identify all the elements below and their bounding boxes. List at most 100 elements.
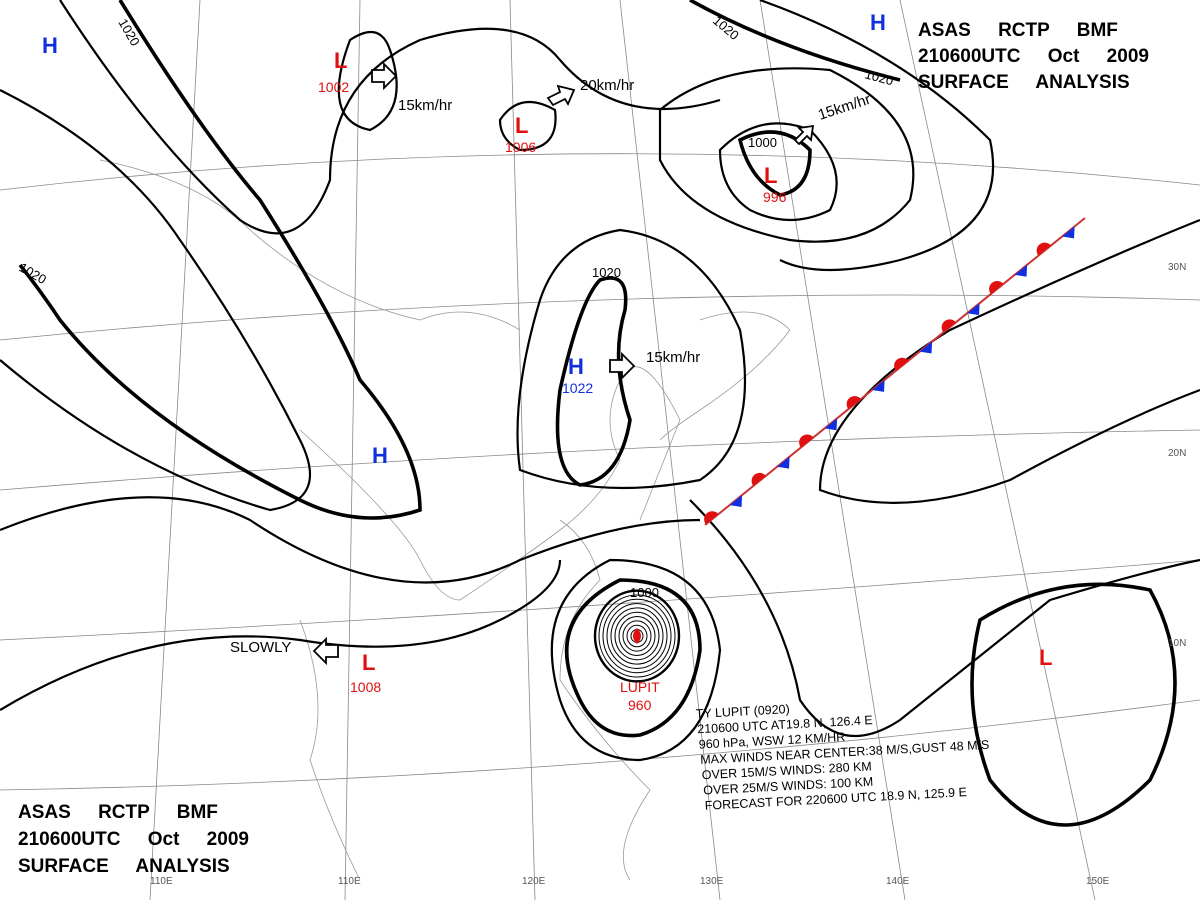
graticule-line bbox=[619, 0, 721, 900]
isobar-label: 1020 bbox=[592, 265, 621, 280]
motion-arrow bbox=[793, 124, 815, 146]
high-center: H bbox=[870, 10, 886, 35]
motion-label: 20km/hr bbox=[580, 77, 634, 94]
low-pressure: 1006 bbox=[505, 139, 536, 155]
graticule-line bbox=[344, 0, 361, 900]
high-center: H bbox=[372, 443, 388, 468]
typhoon-isobar bbox=[606, 603, 668, 669]
high-pressure: 1022 bbox=[562, 380, 593, 396]
isobar-label: 1000 bbox=[630, 585, 659, 600]
typhoon-isobar bbox=[622, 620, 652, 652]
warm-front-symbol bbox=[989, 280, 1004, 295]
coastline bbox=[299, 619, 361, 881]
warm-front-symbol bbox=[846, 396, 861, 410]
high-center: H bbox=[42, 33, 58, 58]
isobar bbox=[550, 558, 722, 762]
typhoon-symbol bbox=[633, 628, 641, 644]
longitude-label: 110E bbox=[338, 876, 361, 887]
warm-front-symbol bbox=[704, 511, 719, 525]
latitude-label: 10N bbox=[1168, 638, 1186, 649]
warm-front-symbol bbox=[751, 472, 766, 486]
isobar bbox=[0, 89, 312, 512]
typhoon-isobar bbox=[593, 589, 681, 683]
cold-front-symbol bbox=[967, 303, 980, 316]
typhoon-isobar bbox=[602, 598, 672, 674]
cold-front-symbol bbox=[919, 341, 933, 354]
graticule-line bbox=[0, 559, 1200, 641]
isobar bbox=[0, 496, 701, 584]
low-center: L bbox=[1039, 645, 1052, 670]
isobars bbox=[0, 0, 1200, 827]
cold-front-symbol bbox=[729, 495, 743, 508]
isobar bbox=[498, 100, 557, 152]
isobar bbox=[737, 130, 812, 197]
isobar bbox=[970, 582, 1177, 827]
isobar bbox=[564, 578, 702, 738]
coastline bbox=[659, 311, 791, 441]
graticule-line bbox=[899, 0, 1096, 900]
warm-front-symbol bbox=[1036, 242, 1051, 256]
low-center: L bbox=[362, 650, 375, 675]
low-center: L bbox=[334, 48, 347, 73]
typhoon-isobar bbox=[618, 616, 656, 656]
typhoon-isobar bbox=[598, 594, 676, 678]
graticule-line bbox=[759, 0, 906, 900]
latitude-label: 20N bbox=[1168, 448, 1186, 459]
cold-front-symbol bbox=[872, 379, 885, 392]
cold-front-symbol bbox=[1014, 264, 1028, 277]
motion-arrow bbox=[546, 84, 576, 107]
latitude-label: 30N bbox=[1168, 262, 1186, 273]
graticule-line bbox=[0, 699, 1200, 791]
header-line: 210600UTC Oct 2009 bbox=[18, 829, 249, 850]
typhoon-isobar bbox=[614, 611, 660, 661]
typhoon-name: LUPIT bbox=[620, 679, 660, 695]
isobar bbox=[718, 122, 838, 222]
isobar bbox=[658, 67, 915, 243]
isobar bbox=[337, 30, 398, 132]
header-line: 210600UTC Oct 2009 bbox=[918, 46, 1149, 67]
isobar bbox=[0, 559, 562, 711]
low-pressure: 1008 bbox=[350, 679, 381, 695]
graticule-line bbox=[509, 0, 536, 900]
isobar bbox=[759, 0, 995, 272]
low-pressure: 996 bbox=[763, 189, 787, 205]
motion-arrow bbox=[609, 351, 636, 381]
motion-arrow bbox=[312, 636, 339, 666]
typhoon-isobar bbox=[610, 607, 664, 665]
typhoon-info-line: TY LUPIT (0920) bbox=[695, 702, 790, 721]
isobar bbox=[818, 218, 1200, 504]
motion-label: 15km/hr bbox=[398, 97, 452, 114]
warm-front-symbol bbox=[799, 434, 814, 448]
coastline bbox=[299, 366, 681, 601]
longitude-label: 110E bbox=[150, 876, 173, 887]
cold-front-symbol bbox=[1062, 226, 1075, 239]
isobar-label: 1020 bbox=[863, 66, 895, 88]
isobar bbox=[516, 228, 746, 490]
isobar bbox=[18, 0, 422, 520]
warm-front-symbol bbox=[941, 319, 956, 333]
header-line: ASAS RCTP BMF bbox=[918, 20, 1118, 41]
graticule-line bbox=[0, 153, 1200, 191]
motion-label: 15km/hr bbox=[646, 349, 700, 366]
longitude-label: 150E bbox=[1086, 876, 1110, 887]
low-center: L bbox=[515, 113, 528, 138]
isobar-label: 1000 bbox=[748, 135, 777, 150]
warm-front-symbol bbox=[894, 357, 909, 371]
graticule-line bbox=[149, 0, 201, 900]
isobar bbox=[689, 0, 901, 82]
typhoon-isobar bbox=[626, 624, 648, 648]
longitude-label: 140E bbox=[886, 876, 910, 887]
longitude-label: 130E bbox=[700, 876, 724, 887]
header-line: SURFACE ANALYSIS bbox=[18, 856, 230, 877]
coastline bbox=[99, 159, 521, 331]
isobar bbox=[59, 0, 721, 235]
header-line: SURFACE ANALYSIS bbox=[918, 72, 1130, 93]
cold-front-symbol bbox=[824, 418, 838, 431]
motion-label: SLOWLY bbox=[230, 639, 291, 656]
high-center: H bbox=[568, 354, 584, 379]
cold-front-symbol bbox=[777, 456, 790, 469]
longitude-label: 120E bbox=[522, 876, 546, 887]
